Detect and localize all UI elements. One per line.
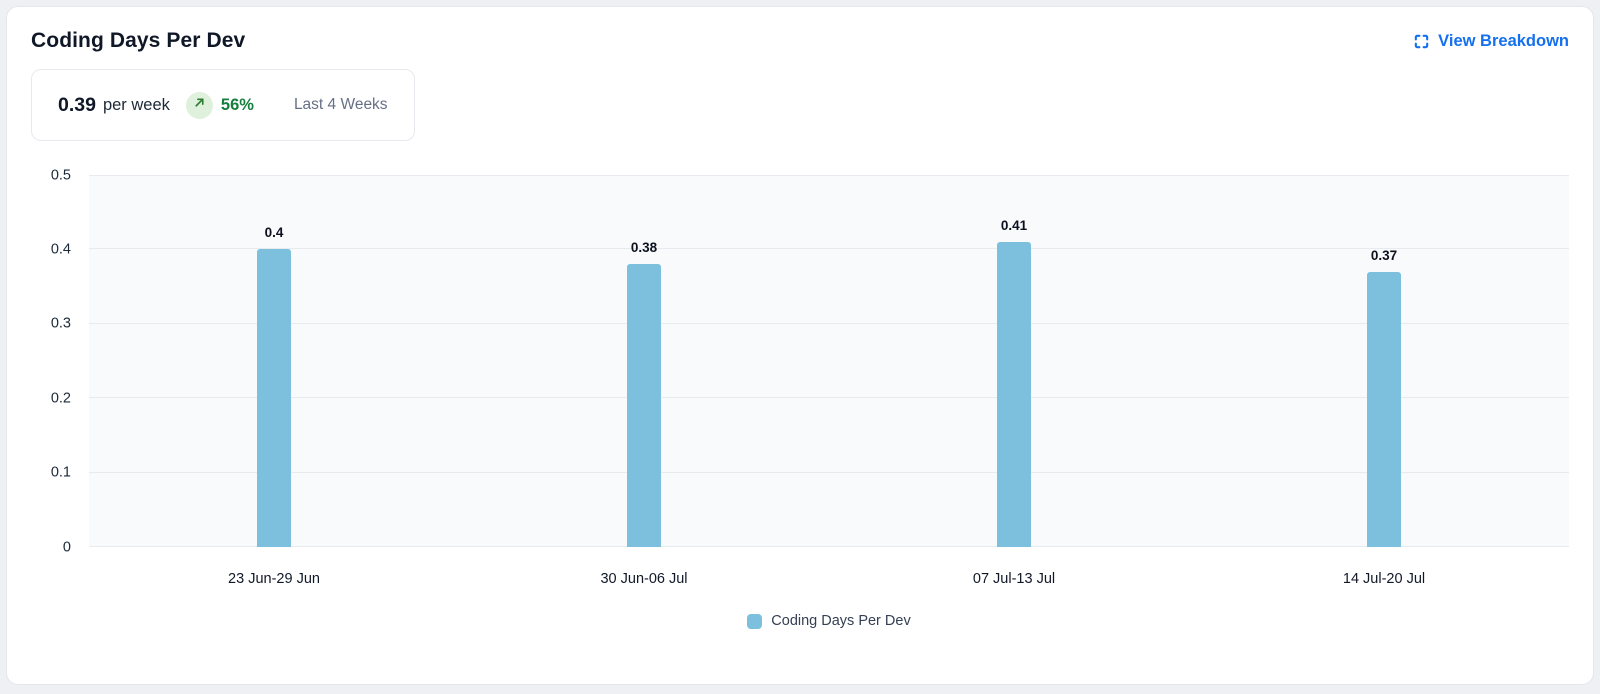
y-tick-label: 0 [62,538,71,555]
y-tick-label: 0.4 [50,241,71,258]
bar-07 Jul-13 Jul[interactable]: 0.41 [997,218,1031,547]
bar-slot: 0.41 [829,175,1199,547]
bar-value-label: 0.41 [1000,217,1028,233]
card-title: Coding Days Per Dev [31,29,246,52]
y-tick-label: 0.1 [50,464,71,481]
arrow-up-right-icon [193,96,206,114]
chart-legend[interactable]: Coding Days Per Dev [89,613,1569,629]
bar-slots: 0.4 0.38 0.41 0.37 [89,175,1569,547]
x-axis-label: 23 Jun-29 Jun [228,571,320,587]
bar-value-label: 0.4 [264,225,284,241]
y-tick-label: 0.3 [50,315,71,332]
gridline [89,471,1569,473]
bar-14 Jul-20 Jul[interactable]: 0.37 [1367,248,1401,547]
y-axis: 0 0.1 0.2 0.3 0.4 0.5 [31,168,89,554]
bar-slot: 0.37 [1199,175,1569,547]
x-axis-label: 30 Jun-06 Jul [600,571,688,587]
card-header: Coding Days Per Dev View Breakdown [31,29,1569,53]
x-axis-label: 07 Jul-13 Jul [972,571,1056,587]
bar-chart: 0 0.1 0.2 0.3 0.4 0.5 0.4 0.38 0.41 0.37 23 Jun-… [31,168,1569,629]
x-axis-label: 14 Jul-20 Jul [1342,571,1426,587]
trend-up-badge [185,91,213,119]
plot-area: 0.4 0.38 0.41 0.37 [89,175,1569,547]
plot-column: 0.4 0.38 0.41 0.37 23 Jun-29 Jun 30 Jun-06 J… [89,175,1569,629]
summary-box: 0.39 per week 56% Last 4 Weeks [31,69,415,141]
view-breakdown-label: View Breakdown [1438,31,1569,50]
bar-value-label: 0.38 [630,240,658,256]
coding-days-card: Coding Days Per Dev View Breakdown 0.39 … [6,6,1594,685]
gridline [89,322,1569,324]
y-tick-label: 0.5 [50,166,71,183]
legend-swatch-icon [747,613,763,629]
bar-value-label: 0.37 [1370,247,1398,263]
legend-label: Coding Days Per Dev [771,613,911,629]
bar-slot: 0.38 [459,175,829,547]
bar-23 Jun-29 Jun[interactable]: 0.4 [257,225,291,547]
gridline [89,175,1569,176]
trend-percent: 56% [220,95,254,114]
summary-value: 0.39 [58,93,96,116]
gridline [89,397,1569,399]
gridline [89,546,1569,547]
expand-icon [1413,33,1430,50]
bar-30 Jun-06 Jul[interactable]: 0.38 [627,240,661,547]
bar-slot: 0.4 [89,175,459,547]
gridline [89,248,1569,250]
view-breakdown-link[interactable]: View Breakdown [1413,32,1569,51]
x-axis-labels: 23 Jun-29 Jun 30 Jun-06 Jul 07 Jul-13 Jul 1… [89,571,1569,587]
y-tick-label: 0.2 [50,389,71,406]
summary-period: Last 4 Weeks [293,96,388,113]
summary-unit: per week [102,95,170,114]
